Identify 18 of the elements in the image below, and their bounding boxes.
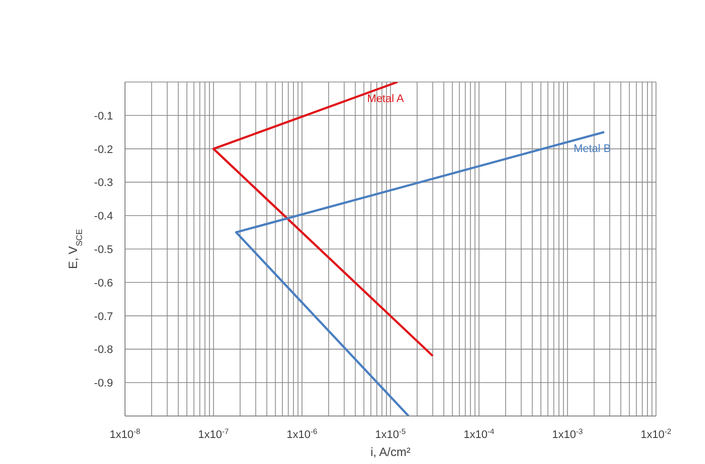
x-tick-label: 1x10$^{-4}$ — [464, 426, 496, 441]
y-tick-label: -0.6 — [94, 277, 113, 290]
y-tick-label: -0.7 — [94, 310, 113, 323]
x-tick-label: 1x10$^{-8}$ — [110, 426, 140, 441]
y-tick-label: -0.9 — [94, 378, 113, 390]
x-tick-label: 1x10$^{-3}$ — [552, 426, 583, 441]
y-tick-label: -0.1 — [94, 110, 113, 122]
y-tick-label: -0.8 — [94, 344, 113, 356]
x-tick-label: 1x10$^{-7}$ — [198, 426, 229, 441]
y-tick-label: -0.5 — [94, 244, 113, 256]
series-label: Metal A — [367, 93, 405, 105]
y-tick-label: -0.3 — [94, 177, 113, 190]
x-tick-label: 1x10$^{-6}$ — [286, 426, 318, 441]
x-tick-label: 1x10$^{-5}$ — [375, 426, 406, 441]
x-axis-title: i, A/cm² — [370, 445, 411, 459]
y-tick-label: -0.4 — [94, 210, 113, 223]
x-tick-label: 1x10$^{-2}$ — [640, 426, 672, 441]
y-tick-label: -0.2 — [94, 144, 113, 156]
